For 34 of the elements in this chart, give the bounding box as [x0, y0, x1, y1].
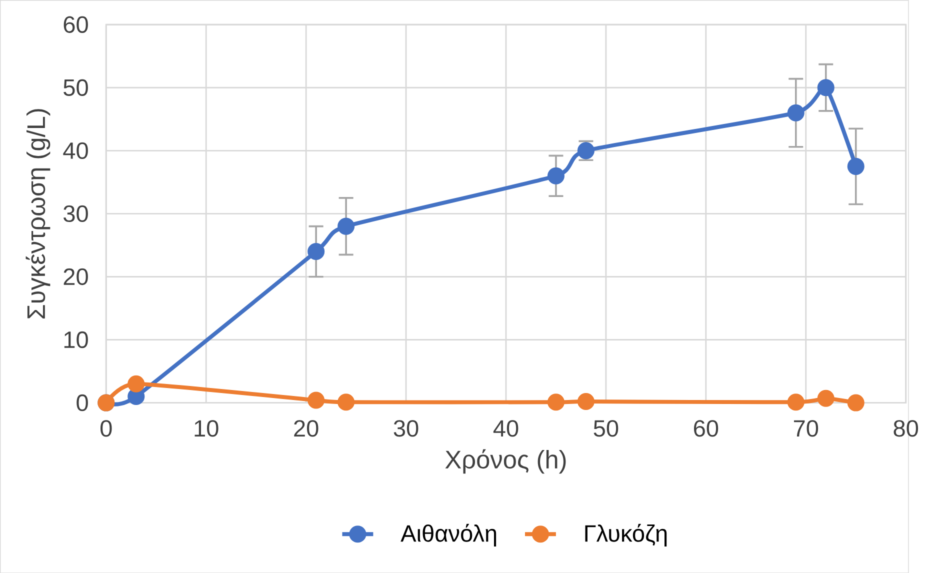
y-axis-title: Συγκέντρωση (g/L) [26, 108, 50, 318]
x-tick-label: 0 [100, 420, 112, 437]
x-tick-label: 20 [294, 420, 318, 437]
x-tick-label: 50 [594, 420, 618, 437]
y-tick-label: 40 [63, 142, 88, 159]
y-tick-label: 30 [64, 205, 88, 222]
y-tick-label: 20 [64, 268, 88, 285]
point [308, 392, 325, 409]
point [308, 242, 325, 260]
point [577, 392, 594, 410]
point [817, 78, 834, 96]
point [787, 104, 804, 122]
y-tick-label: 0 [76, 394, 88, 411]
point [338, 393, 355, 410]
x-tick-label: 70 [794, 420, 818, 437]
y-tick-label: 50 [64, 79, 88, 96]
x-axis-title: Χρόνος (h) [445, 449, 566, 474]
y-tick-label: 10 [64, 331, 88, 348]
point [547, 393, 564, 410]
legend-label: Αιθανόλη [400, 524, 496, 546]
point [547, 167, 564, 184]
x-tick-label: 40 [493, 420, 518, 437]
legend-label: Γλυκόζη [585, 524, 667, 546]
point [847, 158, 864, 175]
x-tick-label: 80 [894, 420, 918, 437]
x-tick-label: 30 [394, 420, 418, 437]
x-tick-label: 60 [694, 420, 718, 437]
point [128, 375, 145, 392]
point [338, 218, 355, 235]
point [817, 390, 834, 407]
y-tick-label: 60 [64, 16, 88, 33]
point [787, 393, 804, 410]
x-tick-label: 10 [194, 420, 218, 437]
point [847, 394, 864, 412]
